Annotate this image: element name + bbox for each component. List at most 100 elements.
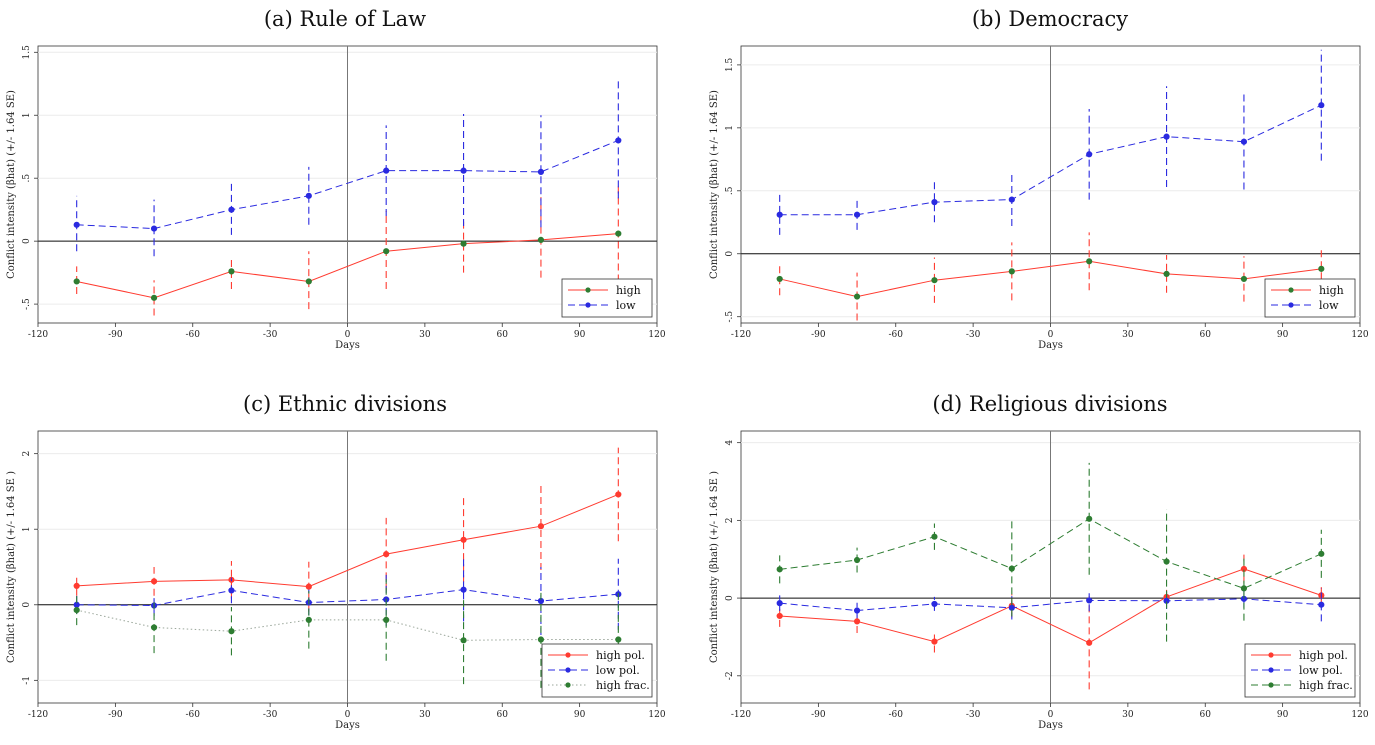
y-axis-label: Conflict intensity (βhat) (+/- 1.64 SE ) (6, 471, 17, 663)
data-point (1318, 550, 1325, 557)
data-point (537, 236, 545, 243)
data-point (1008, 196, 1015, 203)
data-point (150, 578, 158, 585)
chart-panel-4: (d) Religious divisions -2 0 2 4 -120 -90 -60 -3… (709, 392, 1369, 731)
data-point (615, 230, 622, 237)
data-point (1163, 133, 1170, 140)
x-tick-label: -120 (28, 330, 48, 340)
x-axis-label: Days (1038, 720, 1063, 731)
x-tick-label: -30 (966, 710, 981, 720)
legend-label: low (616, 299, 636, 312)
y-tick-label: 0 (22, 238, 32, 244)
x-tick-label: 120 (1351, 710, 1368, 720)
series-line (76, 494, 619, 588)
data-point (931, 199, 938, 206)
data-point (615, 636, 622, 643)
legend-label: low (1319, 299, 1339, 312)
x-tick-label: 30 (419, 710, 431, 720)
legend: high low (1264, 278, 1356, 318)
data-point (1240, 585, 1248, 592)
x-tick-label: 90 (1277, 330, 1289, 340)
data-point (73, 221, 80, 228)
data-point (383, 551, 390, 558)
chart-panel-3: (c) Ethnic divisions -1 0 1 2 -120 -90 -60 -30 0 3… (6, 392, 666, 731)
data-point (1318, 265, 1325, 272)
legend-marker (1268, 652, 1274, 658)
chart-title: (c) Ethnic divisions (243, 392, 447, 416)
series-high (776, 232, 1325, 321)
data-point (776, 275, 783, 283)
legend-marker (1288, 287, 1294, 293)
data-point (931, 600, 938, 608)
series-line (76, 233, 619, 299)
x-tick-label: 120 (1351, 330, 1368, 340)
data-point (1086, 597, 1093, 604)
data-point (1008, 565, 1015, 572)
chart-title: (d) Religious divisions (932, 392, 1167, 416)
y-tick-label: -.5 (22, 298, 32, 310)
data-point (1086, 639, 1093, 646)
data-point (776, 566, 783, 573)
y-tick-label: 0 (22, 602, 32, 608)
x-tick-label: 60 (497, 710, 509, 720)
series-line (779, 518, 1322, 589)
data-point (73, 582, 80, 589)
legend-label: high (1319, 284, 1344, 297)
x-tick-label: 60 (1200, 710, 1212, 720)
data-point (305, 583, 312, 590)
y-tick-label: -2 (725, 671, 735, 680)
y-tick-label: .5 (725, 186, 735, 195)
data-point (228, 587, 235, 594)
x-tick-label: -30 (966, 330, 981, 340)
data-point (1163, 558, 1170, 565)
x-tick-label: -90 (108, 710, 123, 720)
data-point (73, 606, 80, 614)
data-point (460, 637, 467, 644)
y-axis-label: Conflict intensity (βhat) (+/- 1.64 SE) (6, 90, 17, 279)
x-tick-label: -60 (186, 710, 201, 720)
x-tick-label: 90 (574, 710, 586, 720)
x-tick-label: 0 (1048, 330, 1054, 340)
y-tick-label: 4 (725, 440, 735, 446)
x-tick-label: 0 (1048, 710, 1054, 720)
x-tick-label: -30 (263, 330, 278, 340)
y-tick-label: -.5 (725, 311, 735, 323)
data-point (150, 225, 158, 232)
y-tick-label: -1 (22, 676, 32, 685)
chart-title: (a) Rule of Law (264, 7, 426, 31)
data-point (537, 523, 545, 530)
legend-marker (1268, 682, 1274, 688)
x-tick-label: 120 (648, 710, 665, 720)
x-tick-label: 60 (497, 330, 509, 340)
data-point (776, 211, 783, 218)
legend-box (1264, 278, 1356, 318)
series-line (779, 568, 1322, 644)
x-tick-label: 60 (1200, 330, 1212, 340)
legend-marker (1288, 302, 1294, 308)
legend-label: low pol. (596, 664, 640, 677)
series-line (779, 260, 1322, 298)
x-tick-label: 30 (1122, 330, 1134, 340)
x-tick-label: 120 (648, 330, 665, 340)
x-tick-label: 0 (345, 330, 351, 340)
series-low (73, 81, 622, 257)
x-tick-label: -60 (889, 710, 904, 720)
data-point (305, 616, 312, 623)
data-point (1240, 275, 1248, 283)
data-point (853, 607, 861, 614)
y-tick-label: 1.5 (22, 45, 32, 60)
legend-marker (565, 682, 571, 688)
y-tick-label: 0 (725, 251, 735, 257)
legend-box (561, 278, 653, 318)
legend-label: high pol. (1299, 649, 1348, 662)
legend-marker (565, 667, 571, 673)
x-tick-label: 30 (419, 330, 431, 340)
x-tick-label: -90 (811, 330, 826, 340)
data-point (931, 533, 938, 540)
legend-marker (565, 652, 571, 658)
data-point (305, 278, 312, 285)
x-tick-label: -90 (108, 330, 123, 340)
x-tick-label: 0 (345, 710, 351, 720)
x-tick-label: -60 (889, 330, 904, 340)
data-point (73, 278, 80, 285)
